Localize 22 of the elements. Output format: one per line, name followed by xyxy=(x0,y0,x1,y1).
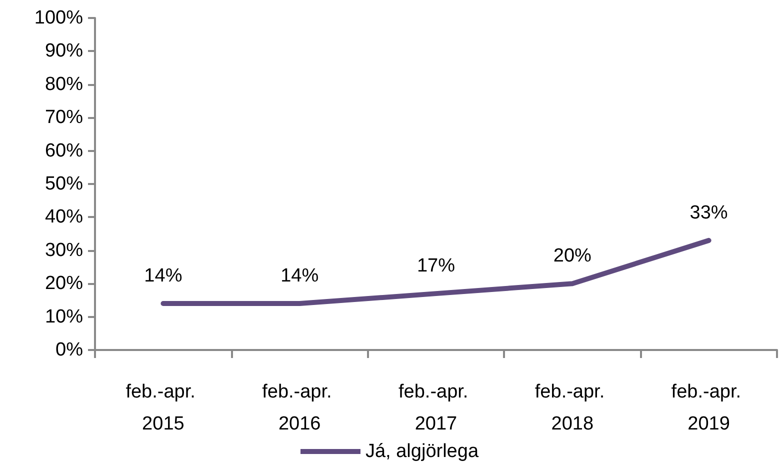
x-tick-label: feb.-apr. 2018 xyxy=(534,382,610,434)
y-tick-label: 0% xyxy=(56,340,84,360)
y-tick-label: 80% xyxy=(44,74,84,95)
data-label: 17% xyxy=(416,256,456,277)
y-tick-label: 30% xyxy=(44,240,84,261)
data-label: 14% xyxy=(144,266,182,287)
data-label: 20% xyxy=(553,246,592,267)
y-tick-label: 10% xyxy=(44,306,84,328)
legend-label: Já, algjörlega xyxy=(365,441,479,462)
y-tick-label: 100% xyxy=(34,8,84,28)
x-tick-label: feb.-apr. 2017 xyxy=(398,382,474,434)
y-tick-label: 50% xyxy=(44,174,84,194)
y-tick-label: 20% xyxy=(44,273,84,294)
data-label: 33% xyxy=(690,202,728,224)
x-tick-label: feb.-apr. 2015 xyxy=(126,382,201,434)
y-tick-label: 40% xyxy=(44,206,84,228)
y-tick-label: 70% xyxy=(44,107,84,128)
y-tick-label: 90% xyxy=(44,40,84,62)
data-label: 14% xyxy=(280,266,319,287)
x-tick-label: feb.-apr. 2019 xyxy=(671,382,746,434)
y-tick-label: 60% xyxy=(44,140,84,162)
x-tick-label: feb.-apr. 2016 xyxy=(262,382,338,434)
